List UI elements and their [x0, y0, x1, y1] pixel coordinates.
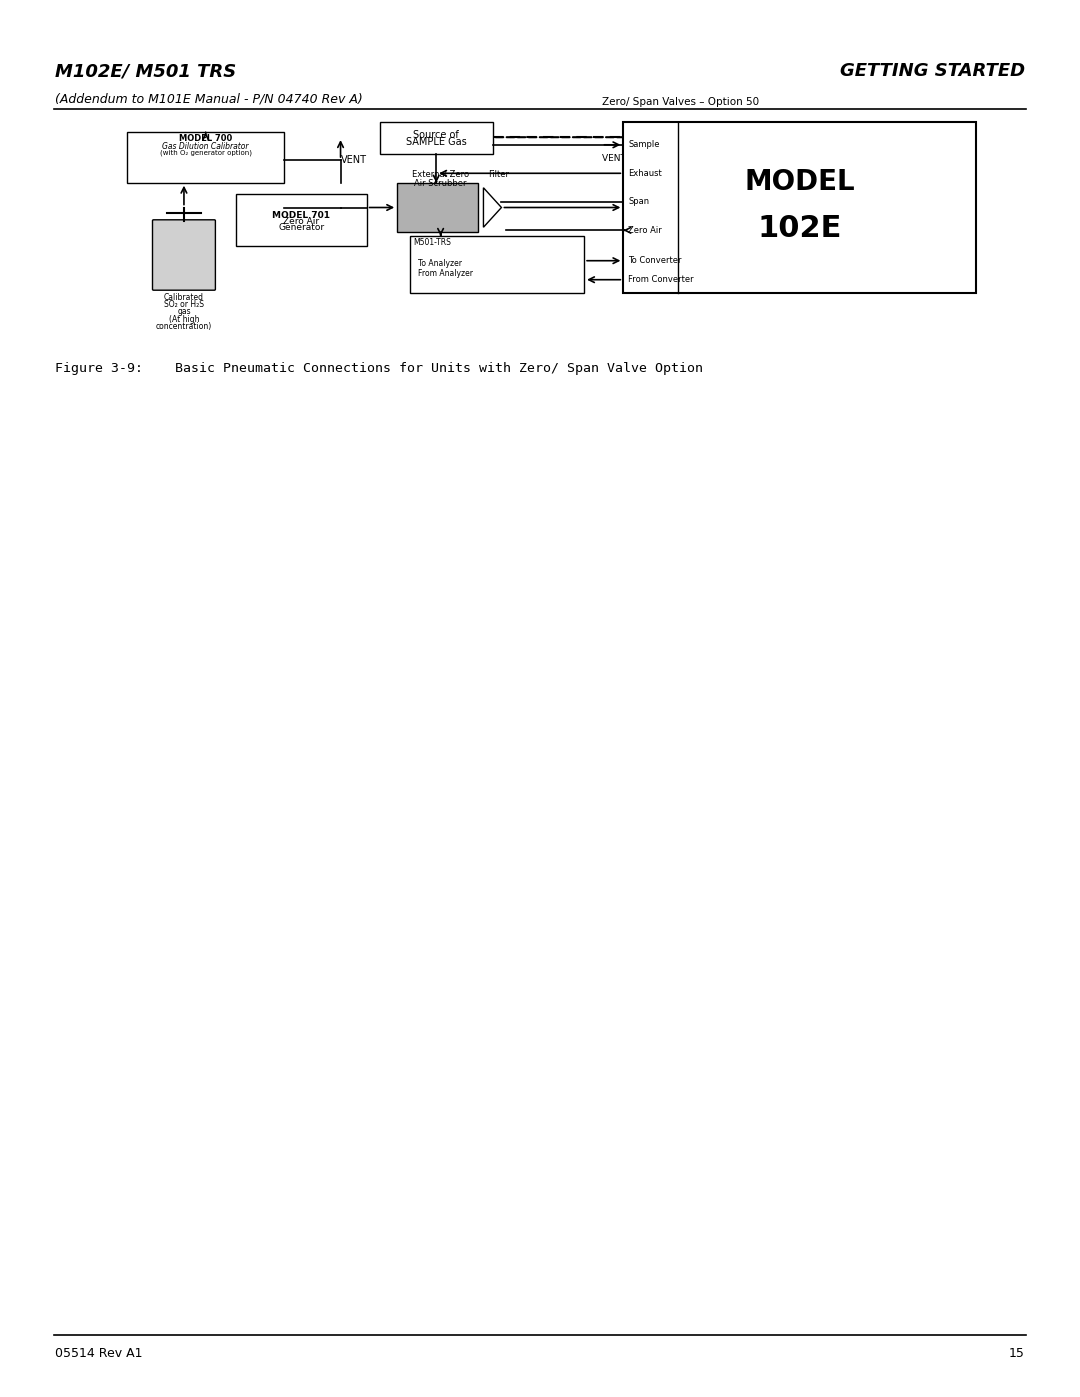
- Text: To Converter: To Converter: [629, 256, 681, 265]
- Text: 15: 15: [1009, 1347, 1025, 1361]
- Text: Zero Air: Zero Air: [629, 226, 662, 235]
- Text: Air Scrubber: Air Scrubber: [415, 179, 467, 189]
- Text: VENT: VENT: [340, 155, 366, 165]
- Text: Span: Span: [629, 197, 649, 207]
- Bar: [410, 236, 584, 293]
- Text: SO₂ or H₂S: SO₂ or H₂S: [164, 299, 204, 309]
- Text: Exhaust: Exhaust: [629, 169, 662, 177]
- Text: M501-TRS: M501-TRS: [414, 237, 451, 247]
- Text: Gas Dilution Calibrator: Gas Dilution Calibrator: [162, 141, 249, 151]
- Text: Zero/ Span Valves – Option 50: Zero/ Span Valves – Option 50: [602, 96, 758, 106]
- Bar: [397, 183, 478, 232]
- Text: To Analyzer: To Analyzer: [418, 258, 462, 268]
- Text: VENT if Input is pressurized: VENT if Input is pressurized: [602, 154, 726, 163]
- Text: MODEL: MODEL: [744, 168, 854, 196]
- Text: (with O₂ generator option): (with O₂ generator option): [160, 149, 252, 156]
- Text: GETTING STARTED: GETTING STARTED: [840, 61, 1025, 80]
- Text: 102E: 102E: [757, 214, 841, 243]
- Bar: [237, 194, 366, 246]
- Text: concentration): concentration): [156, 323, 212, 331]
- Text: (At high: (At high: [168, 314, 199, 324]
- Polygon shape: [484, 187, 501, 228]
- Text: Filter: Filter: [488, 169, 510, 179]
- Text: From Converter: From Converter: [629, 275, 694, 284]
- Text: Sample: Sample: [629, 140, 660, 149]
- Bar: [127, 131, 284, 183]
- Text: SAMPLE Gas: SAMPLE Gas: [406, 137, 467, 147]
- Text: Figure 3-9:    Basic Pneumatic Connections for Units with Zero/ Span Valve Optio: Figure 3-9: Basic Pneumatic Connections …: [55, 362, 703, 374]
- Text: Generator: Generator: [279, 224, 324, 232]
- Text: Calibrated: Calibrated: [164, 293, 204, 302]
- FancyBboxPatch shape: [152, 219, 215, 291]
- Bar: [380, 122, 492, 154]
- Text: gas: gas: [177, 307, 191, 316]
- Text: MODEL 701: MODEL 701: [272, 211, 330, 221]
- Text: External Zero: External Zero: [413, 169, 469, 179]
- Text: 05514 Rev A1: 05514 Rev A1: [55, 1347, 143, 1361]
- Text: (Addendum to M101E Manual - P/N 04740 Rev A): (Addendum to M101E Manual - P/N 04740 Re…: [55, 92, 363, 105]
- Text: Zero Air: Zero Air: [283, 218, 320, 226]
- Text: Source of: Source of: [414, 130, 459, 140]
- Bar: [623, 122, 975, 293]
- Text: MODEL 700: MODEL 700: [179, 134, 232, 142]
- Text: From Analyzer: From Analyzer: [418, 270, 473, 278]
- Text: M102E/ M501 TRS: M102E/ M501 TRS: [55, 61, 237, 80]
